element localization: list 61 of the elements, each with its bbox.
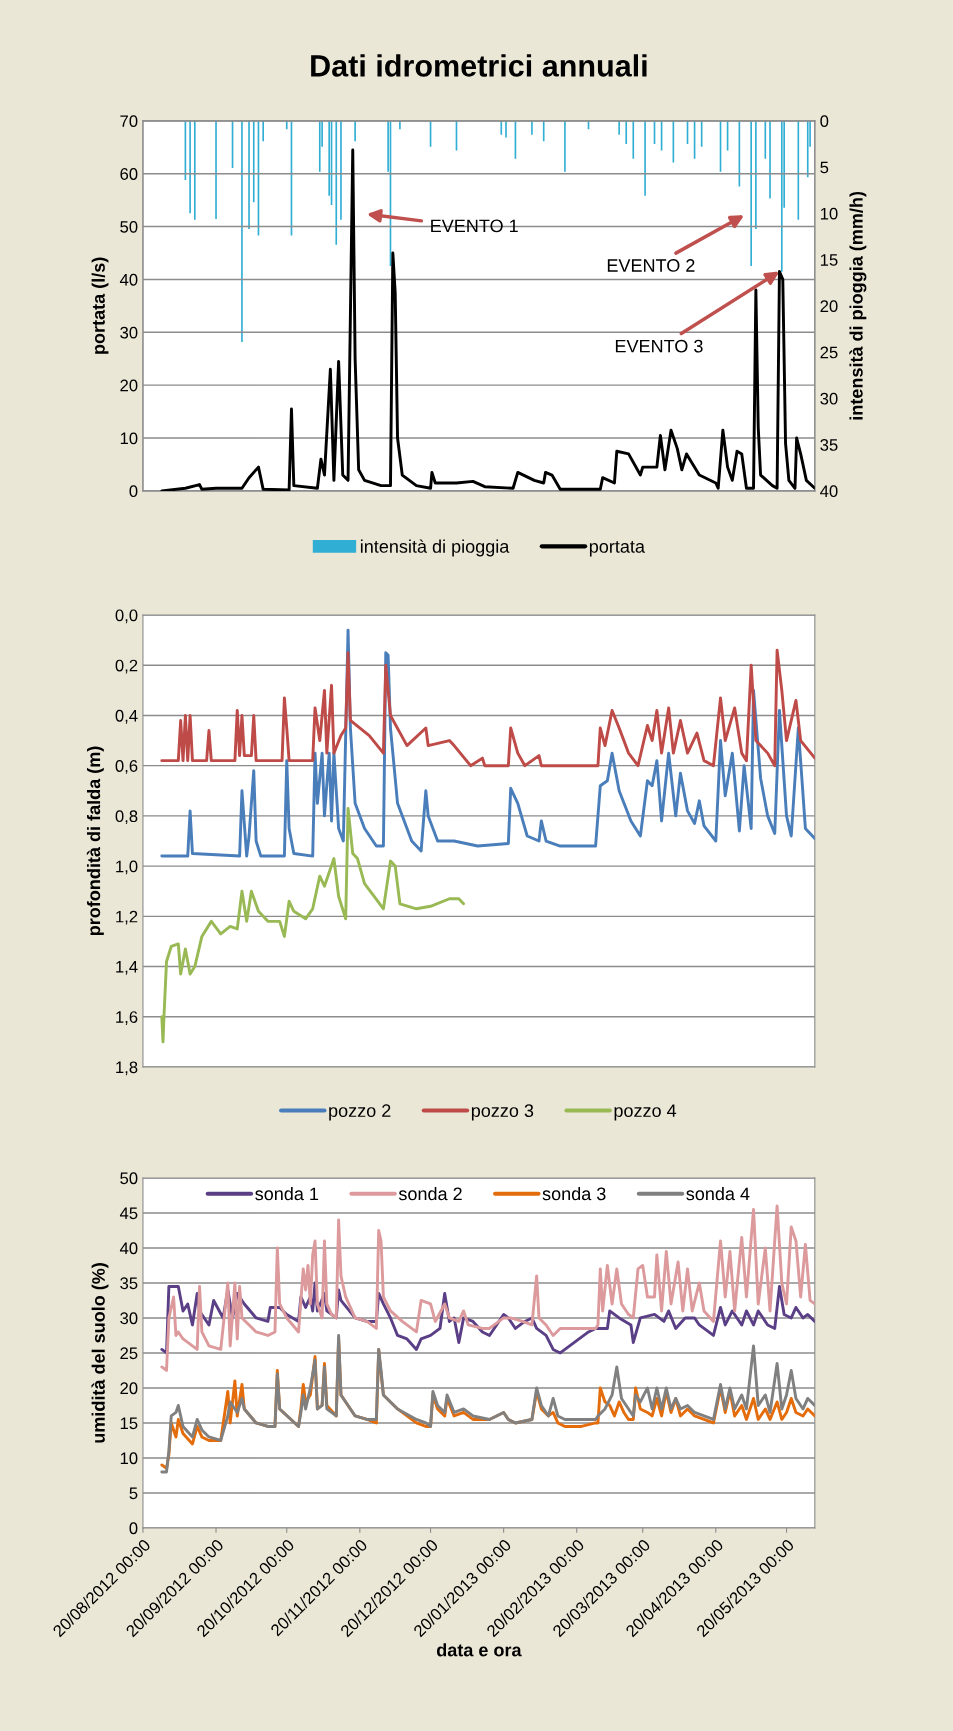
y2-tick-label: 0	[820, 115, 829, 128]
legend-label: pozzo 3	[471, 1104, 534, 1121]
line-series	[160, 806, 466, 1044]
y2-tick-label: 40	[820, 485, 838, 498]
legend-label: intensità di pioggia	[360, 539, 510, 557]
y-tick-label: 50	[120, 1172, 138, 1185]
line-series	[160, 148, 815, 491]
line-series	[160, 648, 815, 768]
y-tick-label: 5	[129, 1487, 138, 1500]
y-axis-title: profondità di falda (m)	[86, 746, 104, 936]
y-tick-label: 40	[119, 1242, 138, 1255]
y2-tick-label: 15	[820, 254, 838, 266]
legend-label: pozzo 4	[614, 1104, 677, 1121]
legend-label: pozzo 2	[329, 1104, 391, 1121]
y-tick-label: 1,6	[116, 1011, 138, 1025]
y-tick-label: 30	[120, 1312, 138, 1325]
y-tick-label: 0	[129, 485, 138, 498]
legend-label: portata	[589, 541, 645, 557]
y2-tick-label: 35	[820, 439, 838, 451]
y2-tick-label: 25	[820, 346, 838, 359]
y-tick-label: 20	[120, 1382, 138, 1395]
y-tick-label: 45	[119, 1207, 138, 1220]
y-tick-label: 35	[120, 1277, 138, 1290]
y2-tick-label: 5	[820, 161, 829, 174]
legend-label: sonda 2	[398, 1186, 462, 1201]
y2-tick-label: 20	[820, 300, 838, 313]
y-tick-label: 25	[120, 1347, 138, 1360]
y2-tick-label: 30	[820, 392, 838, 405]
y-tick-label: 0,6	[115, 760, 138, 774]
y-tick-label: 0	[129, 1522, 138, 1535]
y-tick-label: 0,2	[115, 659, 138, 674]
y-tick-label: 60	[120, 168, 138, 180]
y-axis-title: umidità del suolo (%)	[91, 1263, 109, 1443]
annotation: EVENTO 3	[615, 339, 703, 353]
y-axis-title: portata (l/s)	[91, 257, 109, 354]
x-axis-title: data e ora	[436, 1643, 522, 1657]
y-tick-label: 20	[120, 379, 138, 392]
y-tick-label: 0,4	[115, 709, 138, 724]
legend-label: sonda 4	[686, 1186, 750, 1201]
y-tick-label: 15	[120, 1417, 138, 1430]
y-tick-label: 50	[120, 220, 138, 233]
legend-label: sonda 1	[255, 1186, 319, 1201]
y2-axis-title: intensità di pioggia (mm/h)	[849, 191, 867, 420]
y-tick-label: 1,4	[116, 961, 138, 975]
chart-title: Dati idrometrici annuali	[311, 54, 647, 77]
y-tick-label: 70	[120, 115, 138, 128]
y-tick-label: 30	[120, 326, 138, 339]
y-tick-label: 10	[120, 432, 138, 445]
y-tick-label: 1,2	[116, 910, 138, 925]
annotation: EVENTO 2	[607, 259, 695, 272]
line-series	[160, 628, 815, 858]
y-tick-label: 0,0	[115, 609, 138, 624]
legend-label: sonda 3	[542, 1186, 606, 1201]
y2-tick-label: 10	[820, 207, 838, 220]
y-tick-label: 0,8	[115, 810, 138, 825]
y-tick-label: 1,8	[116, 1061, 138, 1076]
y-tick-label: 1,0	[116, 860, 138, 875]
y-tick-label: 10	[120, 1452, 138, 1465]
y-tick-label: 40	[119, 273, 138, 286]
annotation: EVENTO 1	[431, 219, 518, 233]
line-series	[160, 1204, 815, 1372]
